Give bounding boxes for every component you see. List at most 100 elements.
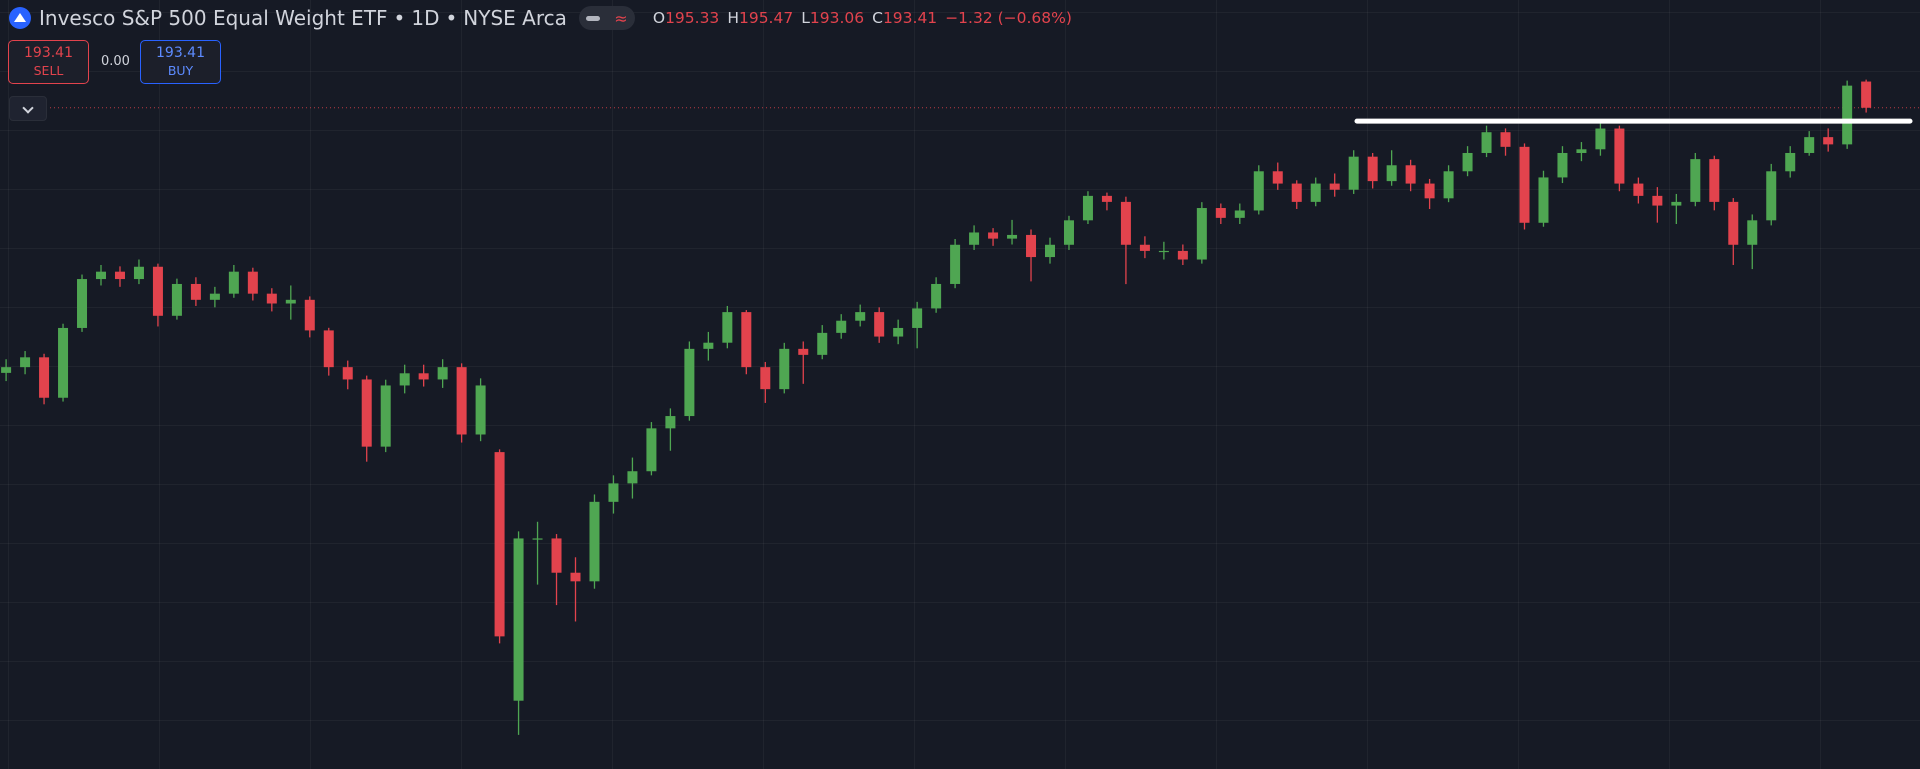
candle-body (874, 312, 885, 337)
candle-body (1405, 165, 1416, 184)
sell-button[interactable]: 193.41 SELL (8, 40, 89, 84)
candle-body (1614, 128, 1625, 184)
candle-body (760, 367, 771, 390)
candle-body (1462, 152, 1473, 172)
candle-body (456, 367, 467, 435)
sell-label: SELL (33, 63, 64, 78)
candle-body (1424, 183, 1435, 199)
candle-body (684, 348, 695, 417)
candle-body (1215, 208, 1226, 218)
ohlc-value: 195.33 (665, 9, 720, 27)
symbol-title[interactable]: Invesco S&P 500 Equal Weight ETF (39, 6, 388, 30)
candle-body (1158, 250, 1169, 253)
separator: • (393, 6, 406, 30)
candle-body (1045, 244, 1055, 258)
candle-body (551, 538, 562, 573)
separator: • (445, 6, 458, 30)
symbol-logo (9, 7, 31, 29)
candle-body (703, 342, 714, 349)
candle-body (1538, 177, 1549, 223)
candle-body (1595, 128, 1606, 150)
candle-body (1861, 81, 1872, 108)
candle-body (1196, 208, 1207, 260)
candle-body (1253, 171, 1264, 211)
candle-body (741, 312, 752, 368)
candle-body (1443, 171, 1454, 199)
candle-body (20, 357, 31, 368)
candle-body (437, 367, 448, 380)
candle-body (1329, 183, 1340, 190)
candle-body (1519, 146, 1530, 223)
sell-price: 193.41 (24, 45, 73, 61)
candle-body (475, 385, 486, 435)
candle-body (209, 293, 220, 300)
candle-body (152, 266, 163, 316)
candle-body (342, 367, 353, 380)
buy-label: BUY (167, 63, 194, 78)
candle-body (532, 538, 543, 540)
candle-body (1690, 159, 1701, 202)
legend-header: Invesco S&P 500 Equal Weight ETF • 1D • … (0, 0, 1072, 36)
candle-body (247, 271, 258, 294)
candle-body (570, 572, 581, 582)
candle-body (1652, 195, 1663, 206)
candle-body (380, 385, 391, 447)
buy-button[interactable]: 193.41 BUY (140, 40, 221, 84)
candle-body (494, 452, 505, 637)
buy-price: 193.41 (156, 45, 205, 61)
candle-body (323, 330, 334, 368)
spread: 0.00 (101, 54, 130, 69)
candle-body (1500, 132, 1511, 147)
candle-body (931, 283, 942, 309)
candle-body (39, 357, 50, 398)
candle-body (1007, 234, 1018, 239)
candle-body (722, 312, 733, 343)
candle-body (133, 266, 144, 280)
candle-body (1728, 201, 1739, 245)
candle-body (1234, 210, 1245, 218)
candle-body (1272, 171, 1283, 184)
change: −1.32 (−0.68%) (945, 9, 1072, 27)
candle-body (266, 293, 277, 304)
candle-body (1063, 220, 1074, 245)
candle-body (1120, 201, 1131, 245)
collapse-button[interactable] (9, 96, 47, 121)
ohlc-key: C (872, 9, 883, 27)
ohlc-key: O (652, 9, 666, 27)
candle-body (1101, 195, 1112, 202)
candle-body (361, 379, 372, 447)
candle-body (399, 373, 410, 386)
indicator-toggle[interactable]: ≈ (578, 6, 635, 30)
candle-body (646, 428, 657, 472)
candle-body (513, 538, 524, 701)
candle-body (988, 232, 999, 239)
candle-body (1747, 220, 1758, 245)
candle-body (1367, 156, 1378, 182)
ohlc-key: H (727, 9, 739, 27)
candle-body (228, 271, 239, 294)
candle-body (304, 299, 315, 331)
candle-body (912, 308, 923, 328)
candle-body (1576, 149, 1587, 153)
candle-body (1, 367, 12, 373)
candle-body (1842, 85, 1853, 145)
exchange: NYSE Arca (463, 6, 567, 30)
candle-body (1082, 195, 1093, 221)
candle-body (589, 501, 600, 582)
candle-body (418, 373, 429, 380)
candle-body (1766, 171, 1777, 221)
candle-body (1026, 234, 1037, 258)
candle-body (893, 327, 904, 337)
candle-body (950, 244, 961, 284)
candle-body (798, 348, 809, 355)
candle-body (1785, 152, 1796, 172)
candle-body (285, 299, 296, 304)
candle-body (1481, 132, 1492, 153)
candle-body (1709, 159, 1720, 202)
candle-body (1671, 201, 1682, 206)
candle-body (171, 283, 182, 316)
interval[interactable]: 1D (411, 6, 440, 30)
candle-body (855, 312, 866, 321)
candle-body (817, 332, 828, 355)
